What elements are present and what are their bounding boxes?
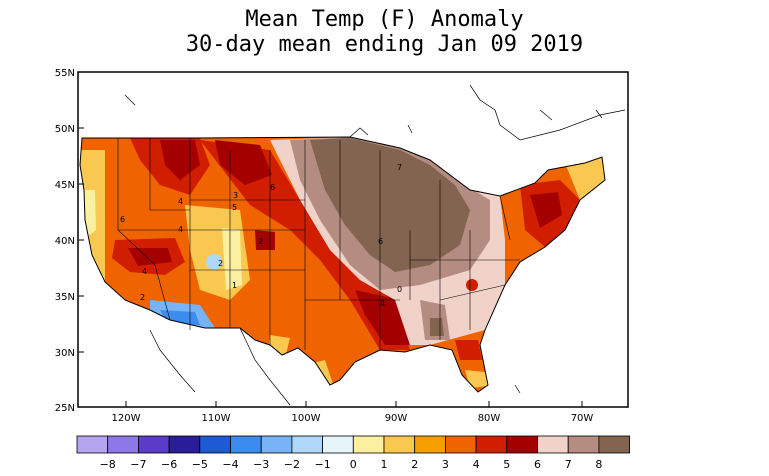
legend-value-label: −1 <box>314 458 330 471</box>
legend-value-label: 1 <box>381 458 388 471</box>
neighbor-outlines <box>124 84 626 406</box>
legend-swatch <box>230 435 262 454</box>
legend-swatch <box>444 435 477 454</box>
legend-value-label: 8 <box>595 458 602 471</box>
legend-swatch <box>168 435 201 454</box>
legend-swatch <box>76 435 109 454</box>
lon-label: 80W <box>478 413 501 424</box>
legend-value-label: 7 <box>565 458 572 471</box>
legend-value-label: −3 <box>253 458 269 471</box>
legend-swatch <box>414 435 446 454</box>
legend-colorbar <box>76 435 631 454</box>
legend-value-label: 0 <box>350 458 357 471</box>
latitude-labels: 55N 50N 45N 40N 35N 30N 25N <box>55 68 75 414</box>
contour-label: 5 <box>232 203 237 212</box>
contour-label: 4 <box>178 225 183 234</box>
lat-label: 50N <box>55 124 75 135</box>
lat-label: 45N <box>55 180 75 191</box>
anomaly-new-england <box>565 157 605 200</box>
contour-label: 7 <box>397 163 402 172</box>
legend-value-label: 4 <box>473 458 480 471</box>
lat-label: 55N <box>55 68 75 79</box>
lat-label: 30N <box>55 348 75 359</box>
contour-labels: 4 6 3 5 6 4 2 4 2 1 2 4 0 6 7 <box>120 163 402 308</box>
anomaly-great-basin-core <box>128 248 172 266</box>
lon-label: 120W <box>112 413 141 424</box>
legend-value-label: −7 <box>130 458 146 471</box>
legend-swatch <box>475 435 508 454</box>
contour-label: 4 <box>142 267 147 276</box>
anomaly-montana <box>215 140 272 185</box>
lat-label: 35N <box>55 292 75 303</box>
legend-value-label: 2 <box>411 458 418 471</box>
legend-swatch <box>567 435 600 454</box>
longitude-labels: 120W 110W 100W 90W 80W 70W <box>112 413 594 424</box>
legend-swatch <box>107 435 139 454</box>
contour-label: 6 <box>378 237 383 246</box>
us-outline <box>79 136 606 393</box>
legend-value-label: 6 <box>534 458 541 471</box>
anomaly-florida-north <box>455 340 482 360</box>
anomaly-midwest-core <box>310 138 470 272</box>
legend-value-label: −2 <box>284 458 300 471</box>
legend-swatch <box>598 435 631 454</box>
legend-value-label: −6 <box>161 458 177 471</box>
legend-value-label: −8 <box>100 458 116 471</box>
legend-value-label: −4 <box>222 458 238 471</box>
lat-label: 25N <box>55 403 75 414</box>
contour-label: 3 <box>233 191 238 200</box>
contour-label: 0 <box>397 285 402 294</box>
legend-swatch <box>352 435 385 454</box>
contour-label: 6 <box>120 215 125 224</box>
map-subtitle: 30-day mean ending Jan 09 2019 <box>185 32 584 57</box>
anomaly-georgia-spot <box>466 279 478 291</box>
map-title: Mean Temp (F) Anomaly <box>245 7 524 32</box>
legend-swatch <box>537 435 569 454</box>
contour-label: 4 <box>380 299 385 308</box>
lon-label: 100W <box>292 413 321 424</box>
anomaly-gulf-coast-core <box>430 318 444 336</box>
contour-label: 2 <box>140 293 145 302</box>
contour-label: 1 <box>232 281 237 290</box>
legend-swatch <box>506 435 538 454</box>
legend-labels: −8 −7 −6 −5 −4 −3 −2 −1 0 1 2 3 4 5 6 7 8 <box>100 458 603 471</box>
contour-label: 2 <box>258 237 263 246</box>
contour-label: 6 <box>270 183 275 192</box>
lon-label: 70W <box>571 413 594 424</box>
legend-value-label: 3 <box>442 458 449 471</box>
legend-swatch <box>322 435 354 454</box>
legend-swatch <box>260 435 293 454</box>
legend-value-label: 5 <box>503 458 510 471</box>
legend-swatch <box>199 435 231 454</box>
lon-label: 90W <box>385 413 408 424</box>
lat-label: 40N <box>55 236 75 247</box>
state-borders <box>117 138 520 350</box>
anomaly-cool-spot <box>206 254 222 270</box>
anomaly-rockies-cool <box>222 228 242 290</box>
anomaly-florida-south <box>465 370 488 388</box>
anomaly-northeast-core <box>530 192 562 228</box>
legend-swatch <box>383 435 416 454</box>
legend-swatch <box>291 435 323 454</box>
legend-swatch <box>137 435 170 454</box>
legend-value-label: −5 <box>192 458 208 471</box>
contour-label: 4 <box>178 197 183 206</box>
contour-label: 2 <box>218 259 223 268</box>
axis-ticks <box>78 127 583 407</box>
lon-label: 110W <box>202 413 231 424</box>
